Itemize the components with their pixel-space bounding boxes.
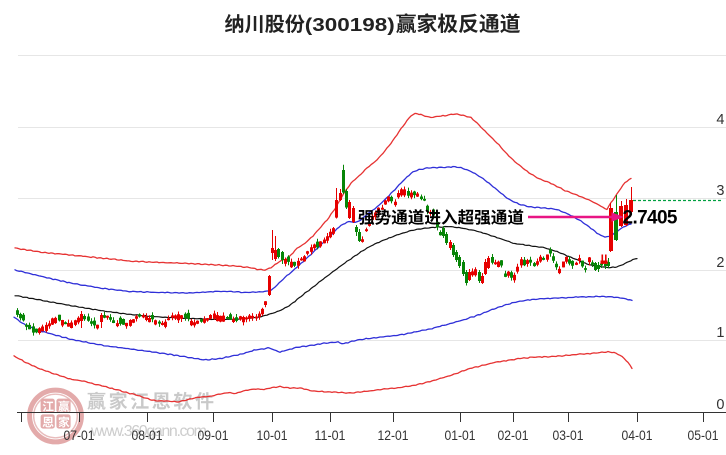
svg-text:10-01: 10-01 <box>257 427 288 443</box>
svg-text:www.360gann.com: www.360gann.com <box>90 423 207 440</box>
svg-text:05-01: 05-01 <box>688 427 719 443</box>
svg-text:04-01: 04-01 <box>622 427 653 443</box>
svg-text:07-01: 07-01 <box>64 427 95 443</box>
svg-text:12-01: 12-01 <box>378 427 409 443</box>
svg-text:2.7405: 2.7405 <box>623 208 678 229</box>
svg-text:(300198): (300198) <box>305 15 395 35</box>
svg-text:03-01: 03-01 <box>553 427 584 443</box>
svg-text:1: 1 <box>716 325 724 341</box>
svg-text:08-01: 08-01 <box>132 427 163 443</box>
svg-text:4: 4 <box>716 112 724 128</box>
svg-text:09-01: 09-01 <box>198 427 229 443</box>
svg-text:01-01: 01-01 <box>445 427 476 443</box>
svg-text:2: 2 <box>716 255 724 271</box>
svg-text:02-01: 02-01 <box>498 427 529 443</box>
svg-text:11-01: 11-01 <box>315 427 346 443</box>
svg-text:3: 3 <box>716 183 724 199</box>
svg-text:0: 0 <box>716 397 724 413</box>
